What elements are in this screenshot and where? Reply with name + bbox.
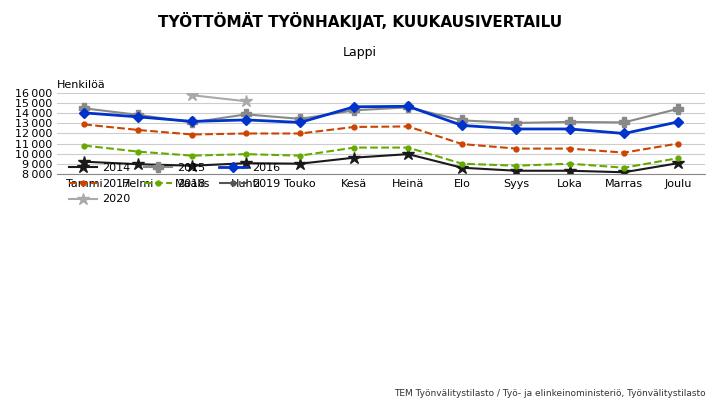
Line: 2020: 2020 [186, 89, 253, 107]
2014 [134, 162, 143, 166]
2017 [512, 146, 521, 151]
Text: Lappi: Lappi [343, 46, 377, 59]
2020 [242, 99, 251, 104]
Text: TEM Työnvälitystilasto / Työ- ja elinkeinoministeriö, Työnvälitystilasto: TEM Työnvälitystilasto / Työ- ja elinkei… [394, 389, 706, 398]
2014 [188, 163, 197, 168]
2016 [458, 123, 467, 128]
Legend: 2014, 2017, 2020, 2015, 2018, 2016, 2019: 2014, 2017, 2020, 2015, 2018, 2016, 2019 [69, 163, 281, 204]
2014 [80, 159, 89, 164]
2017 [566, 146, 575, 151]
2017 [674, 141, 683, 146]
2018 [188, 153, 197, 158]
2015 [80, 106, 89, 111]
2018 [674, 156, 683, 160]
2016 [296, 120, 305, 125]
2014 [458, 165, 467, 170]
2016 [674, 120, 683, 124]
2017 [458, 142, 467, 147]
2014 [296, 161, 305, 166]
2017 [404, 124, 413, 129]
2015 [134, 112, 143, 117]
Line: 2017: 2017 [79, 120, 683, 158]
2016 [134, 114, 143, 119]
2015 [404, 105, 413, 110]
2016 [80, 110, 89, 115]
2016 [350, 104, 359, 109]
2018 [80, 143, 89, 148]
2015 [242, 112, 251, 117]
2016 [512, 126, 521, 131]
Line: 2016: 2016 [81, 103, 682, 137]
2017 [296, 131, 305, 136]
2018 [242, 152, 251, 157]
2018 [296, 153, 305, 158]
2016 [566, 126, 575, 131]
2014 [674, 161, 683, 166]
2018 [620, 165, 629, 170]
2017 [188, 132, 197, 137]
Line: 2015: 2015 [79, 103, 683, 128]
Line: 2014: 2014 [78, 148, 684, 179]
2015 [512, 120, 521, 125]
2016 [404, 104, 413, 109]
2014 [404, 152, 413, 157]
2018 [512, 163, 521, 168]
2018 [350, 145, 359, 150]
2014 [350, 155, 359, 160]
2014 [566, 168, 575, 173]
2018 [566, 161, 575, 166]
2018 [404, 145, 413, 150]
Line: 2018: 2018 [79, 141, 683, 173]
2017 [134, 128, 143, 133]
2016 [188, 119, 197, 124]
Text: Henkilöä: Henkilöä [57, 80, 106, 90]
2015 [188, 120, 197, 125]
2014 [242, 161, 251, 166]
2017 [350, 124, 359, 129]
2015 [458, 118, 467, 123]
2017 [620, 150, 629, 155]
2014 [512, 168, 521, 173]
2014 [620, 170, 629, 175]
2018 [458, 161, 467, 166]
2017 [242, 131, 251, 136]
2018 [134, 149, 143, 154]
2015 [350, 108, 359, 113]
2015 [674, 106, 683, 111]
2016 [242, 118, 251, 122]
2017 [80, 122, 89, 127]
2020 [188, 93, 197, 98]
2015 [296, 116, 305, 121]
2015 [620, 120, 629, 125]
2016 [620, 131, 629, 136]
Text: TYÖTTÖMÄT TYÖNHAKIJAT, KUUKAUSIVERTAILU: TYÖTTÖMÄT TYÖNHAKIJAT, KUUKAUSIVERTAILU [158, 12, 562, 30]
2015 [566, 120, 575, 124]
